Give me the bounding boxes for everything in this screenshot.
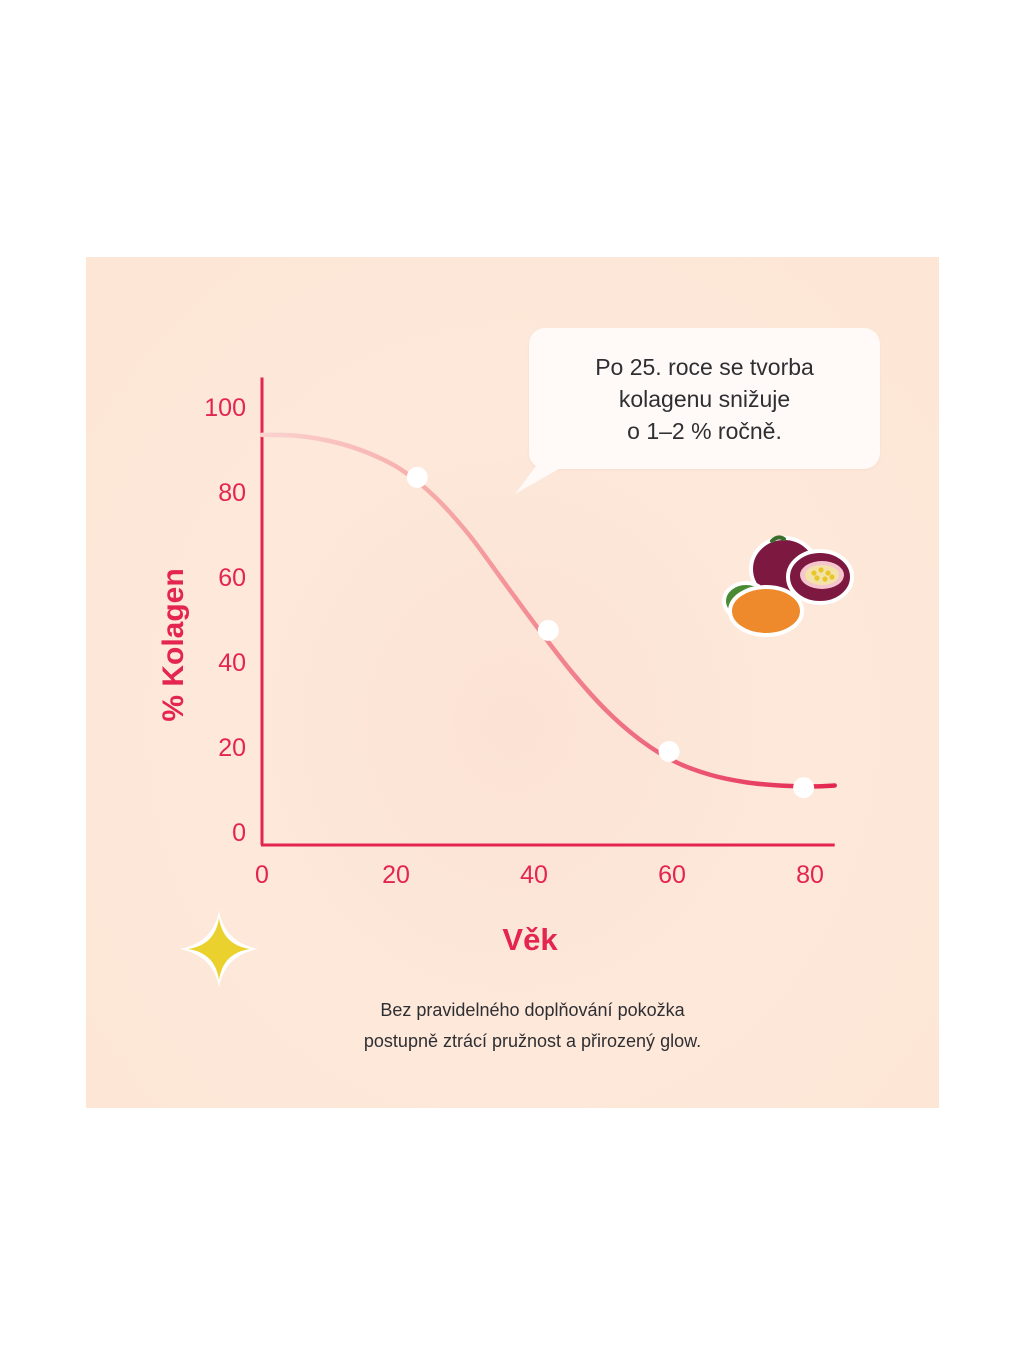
collagen-curve xyxy=(259,432,837,789)
y-tick-label: 0 xyxy=(232,819,246,847)
caption-line: Bez pravidelného doplňování pokožka xyxy=(380,1000,685,1020)
data-point xyxy=(537,619,559,641)
x-tick-label: 0 xyxy=(255,861,269,889)
callout-line: kolagenu snižuje xyxy=(618,386,791,412)
infographic-card: 0 20 40 60 80 100 0 20 40 60 80 % Kolagen Věk Po 25.… xyxy=(86,257,939,1108)
y-tick-label: 100 xyxy=(204,394,246,422)
callout-line: Po 25. roce se tvorba xyxy=(595,354,814,380)
y-tick-label: 60 xyxy=(218,564,246,592)
x-axis-title: Věk xyxy=(502,922,558,957)
y-tick-label: 40 xyxy=(218,649,246,677)
callout-text: Po 25. roce se tvorba kolagenu snižuje o… xyxy=(529,351,880,447)
collagen-chart: 0 20 40 60 80 100 0 20 40 60 80 % Kolagen Věk xyxy=(157,377,837,957)
y-tick-label: 80 xyxy=(218,479,246,507)
passion-fruit-icon xyxy=(722,535,854,637)
data-point xyxy=(793,777,815,799)
callout-bubble-tail xyxy=(515,462,571,494)
y-axis-title: % Kolagen xyxy=(157,568,190,721)
data-point xyxy=(658,741,680,762)
x-tick-label: 40 xyxy=(520,861,548,889)
y-tick-label: 20 xyxy=(218,734,246,762)
callout-line: o 1–2 % ročně. xyxy=(627,418,782,444)
chart-caption: Bez pravidelného doplňování pokožka post… xyxy=(286,995,779,1057)
sparkle-icon xyxy=(180,910,258,988)
x-tick-label: 60 xyxy=(658,861,686,889)
data-point xyxy=(406,466,428,488)
x-tick-label: 20 xyxy=(382,861,410,889)
callout-bubble xyxy=(529,328,880,469)
caption-line: postupně ztrácí pružnost a přirozený glo… xyxy=(363,1031,702,1051)
x-tick-label: 80 xyxy=(796,861,824,889)
